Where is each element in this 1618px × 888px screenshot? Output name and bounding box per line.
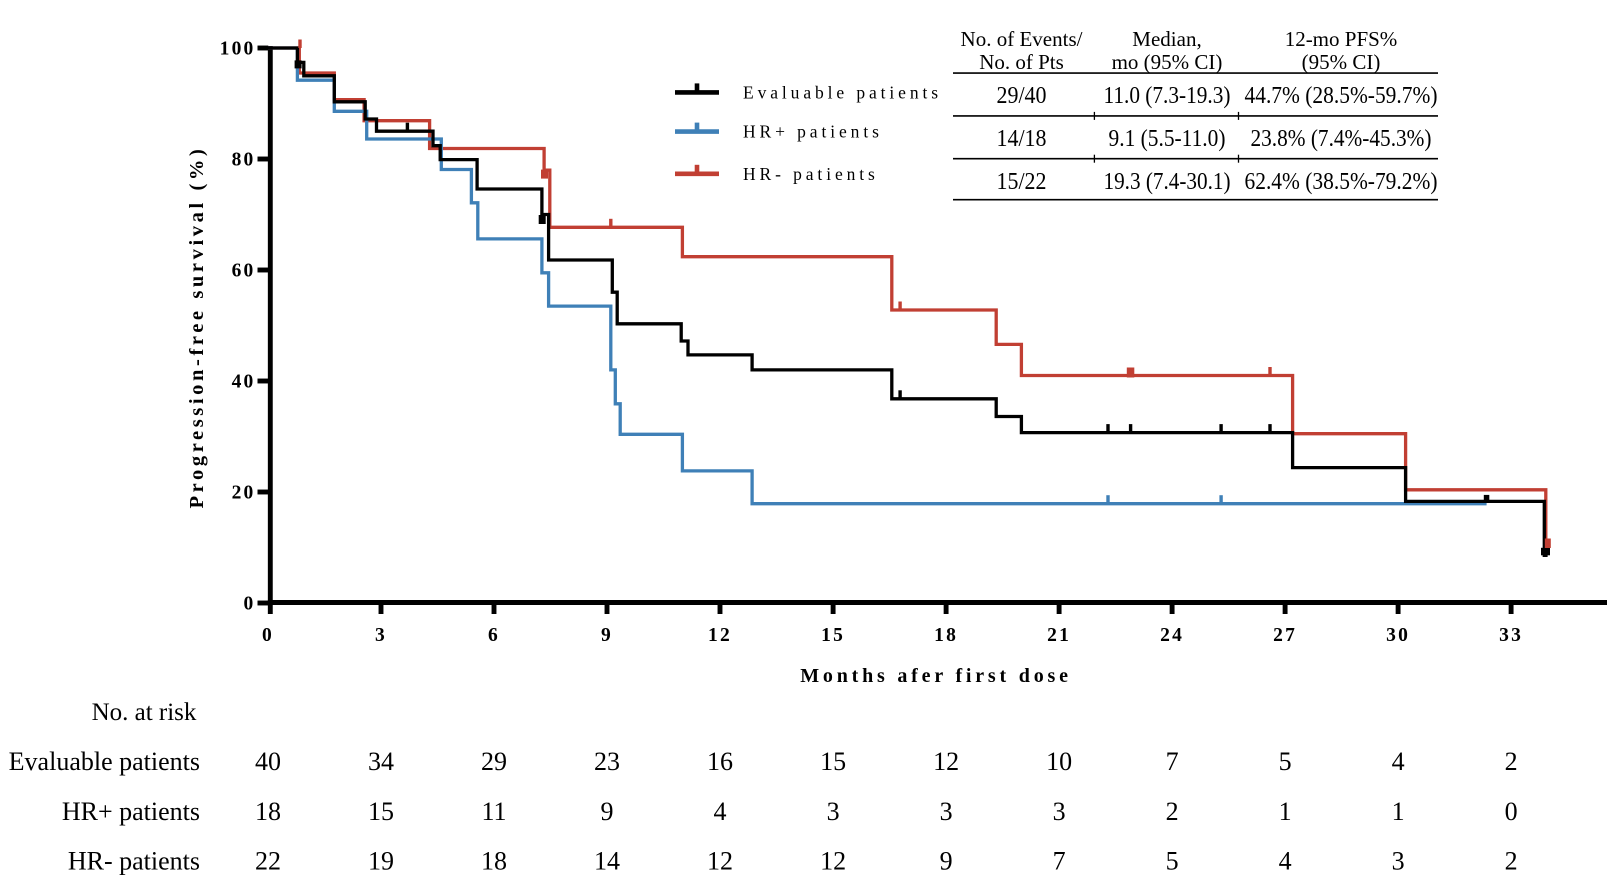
svg-text:18: 18 [481,847,507,876]
svg-text:12: 12 [708,625,732,646]
svg-text:23.8% (7.4%-45.3%): 23.8% (7.4%-45.3%) [1251,126,1432,152]
svg-text:HR- patients: HR- patients [68,847,200,876]
svg-text:100: 100 [220,39,256,60]
svg-text:Evaluable patients: Evaluable patients [743,82,942,102]
svg-text:14/18: 14/18 [997,126,1047,152]
svg-text:7: 7 [1166,747,1179,776]
svg-text:80: 80 [232,150,256,171]
svg-text:5: 5 [1166,847,1179,876]
svg-text:15: 15 [820,747,846,776]
svg-text:30: 30 [1386,625,1410,646]
svg-text:12-mo PFS%: 12-mo PFS% [1285,27,1398,51]
svg-text:20: 20 [232,483,256,504]
svg-text:15: 15 [368,797,394,826]
svg-text:21: 21 [1047,625,1071,646]
svg-text:7: 7 [1053,847,1066,876]
svg-text:3: 3 [375,625,387,646]
svg-text:Median,: Median, [1132,27,1201,51]
svg-text:HR- patients: HR- patients [743,164,879,184]
svg-text:3: 3 [827,797,840,826]
svg-text:9: 9 [940,847,953,876]
svg-text:0: 0 [262,625,274,646]
svg-text:3: 3 [1053,797,1066,826]
svg-text:44.7% (28.5%-59.7%): 44.7% (28.5%-59.7%) [1245,83,1438,109]
svg-text:34: 34 [368,747,394,776]
svg-text:3: 3 [1392,847,1405,876]
svg-text:19: 19 [368,847,394,876]
svg-text:HR+ patients: HR+ patients [62,797,200,826]
svg-text:14: 14 [594,847,620,876]
svg-text:16: 16 [707,747,733,776]
svg-text:Progression-free survival (%): Progression-free survival (%) [186,146,208,509]
svg-text:12: 12 [933,747,959,776]
svg-text:4: 4 [1279,847,1292,876]
svg-text:mo (95% CI): mo (95% CI) [1112,50,1223,74]
svg-text:No. of Pts: No. of Pts [979,50,1064,74]
svg-text:Months afer first dose: Months afer first dose [800,665,1072,687]
svg-text:1: 1 [1392,797,1405,826]
svg-text:12: 12 [707,847,733,876]
svg-text:33: 33 [1499,625,1523,646]
svg-text:Evaluable patients: Evaluable patients [9,747,200,776]
svg-text:HR+ patients: HR+ patients [743,122,883,142]
svg-text:10: 10 [1046,747,1072,776]
svg-text:11.0 (7.3-19.3): 11.0 (7.3-19.3) [1104,83,1231,109]
svg-text:0: 0 [1505,797,1518,826]
svg-text:27: 27 [1273,625,1297,646]
svg-text:2: 2 [1166,797,1179,826]
svg-text:15: 15 [821,625,845,646]
svg-text:4: 4 [714,797,727,826]
svg-text:9.1 (5.5-11.0): 9.1 (5.5-11.0) [1109,126,1226,152]
svg-text:29: 29 [481,747,507,776]
svg-text:9: 9 [601,797,614,826]
svg-text:9: 9 [601,625,613,646]
svg-text:22: 22 [255,847,281,876]
svg-text:23: 23 [594,747,620,776]
svg-text:24: 24 [1160,625,1184,646]
svg-text:(95% CI): (95% CI) [1302,50,1381,74]
svg-text:2: 2 [1505,747,1518,776]
svg-text:11: 11 [481,797,506,826]
svg-text:18: 18 [934,625,958,646]
svg-text:62.4% (38.5%-79.2%): 62.4% (38.5%-79.2%) [1245,169,1438,195]
svg-text:60: 60 [232,261,256,282]
svg-text:No. at risk: No. at risk [92,699,197,726]
svg-text:3: 3 [940,797,953,826]
svg-text:19.3 (7.4-30.1): 19.3 (7.4-30.1) [1104,169,1231,195]
svg-text:No. of Events/: No. of Events/ [961,27,1083,51]
svg-text:2: 2 [1505,847,1518,876]
svg-text:29/40: 29/40 [997,83,1047,109]
svg-text:4: 4 [1392,747,1405,776]
svg-text:6: 6 [488,625,500,646]
svg-text:18: 18 [255,797,281,826]
svg-text:0: 0 [244,594,256,615]
svg-text:40: 40 [232,372,256,393]
svg-text:12: 12 [820,847,846,876]
svg-text:1: 1 [1279,797,1292,826]
svg-text:15/22: 15/22 [997,169,1047,195]
svg-text:40: 40 [255,747,281,776]
svg-text:5: 5 [1279,747,1292,776]
